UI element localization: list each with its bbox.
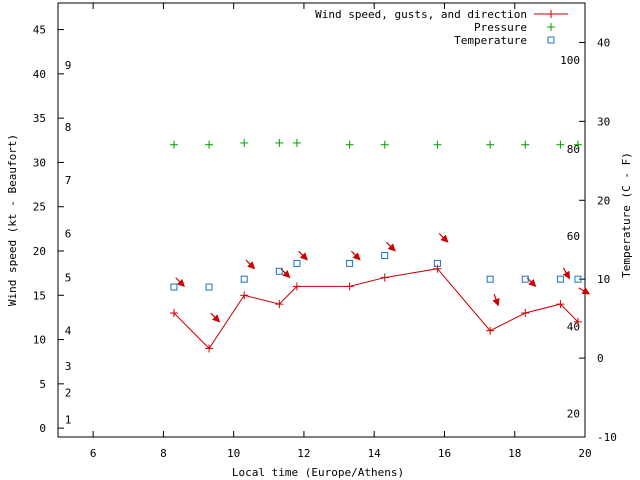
- beaufort-label: 2: [65, 387, 72, 400]
- temperature-point: [381, 252, 389, 260]
- x-tick-label: 12: [297, 447, 310, 460]
- wind-direction-arrowhead: [212, 314, 221, 323]
- beaufort-label: 8: [65, 121, 72, 134]
- y2-axis: -10 0 10 20 30 40: [579, 36, 617, 444]
- wind-direction-arrowhead: [387, 243, 396, 252]
- x-tick-label: 10: [227, 447, 240, 460]
- legend-sample-temperature: [547, 36, 555, 44]
- wind-direction-arrowhead: [247, 261, 256, 270]
- wind-direction-arrowhead: [581, 287, 591, 295]
- wind-direction-arrowhead: [492, 297, 500, 307]
- beaufort-label: 6: [65, 227, 72, 240]
- temperature-point: [556, 275, 564, 283]
- y-tick-label: 35: [33, 112, 46, 125]
- y-tick-label: 45: [33, 24, 46, 37]
- fahrenheit-label: 80: [567, 143, 580, 156]
- y2-tick-label: -10: [597, 431, 617, 444]
- x-axis-label: Local time (Europe/Athens): [232, 466, 404, 479]
- fahrenheit-label: 40: [567, 321, 580, 334]
- x-tick-label: 18: [508, 447, 521, 460]
- y-tick-label: 40: [33, 68, 46, 81]
- temperature-point: [521, 275, 529, 283]
- temperature-point: [170, 283, 178, 291]
- x-tick-label: 16: [438, 447, 451, 460]
- temperature-point: [240, 275, 248, 283]
- beaufort-label: 7: [65, 174, 72, 187]
- legend-label-pressure: Pressure: [474, 21, 527, 34]
- temperature-point: [486, 275, 494, 283]
- fahrenheit-scale: 20 40 60 80 100: [560, 54, 580, 421]
- wind-direction-arrowhead: [562, 270, 570, 280]
- wind-direction-arrowhead: [440, 234, 449, 243]
- temperature-point: [205, 283, 213, 291]
- fahrenheit-label: 60: [567, 230, 580, 243]
- y2-axis-label: Temperature (C - F): [620, 152, 633, 278]
- legend-label-wind: Wind speed, gusts, and direction: [315, 8, 527, 21]
- wind-direction-arrowhead: [528, 278, 537, 288]
- y-tick-label: 30: [33, 156, 46, 169]
- series-wind: [169, 233, 591, 353]
- temperature-point: [346, 259, 354, 267]
- legend: Wind speed, gusts, and direction Pressur…: [315, 8, 568, 47]
- y-tick-label: 0: [39, 422, 46, 435]
- x-tick-label: 14: [368, 447, 382, 460]
- y-axis: 0 5 10 15 20 25 30 35 40 45: [33, 24, 64, 435]
- temperature-point: [275, 267, 283, 275]
- series-temperature: [170, 252, 582, 291]
- temperature-point: [293, 259, 301, 267]
- wind-speed-line: [173, 268, 579, 350]
- y-tick-label: 20: [33, 245, 46, 258]
- fahrenheit-label: 20: [567, 407, 580, 420]
- temperature-point: [433, 259, 441, 267]
- y-axis-label: Wind speed (kt - Beaufort): [6, 134, 19, 306]
- y2-tick-label: 30: [597, 115, 610, 128]
- fahrenheit-label: 100: [560, 54, 580, 67]
- y-tick-label: 15: [33, 289, 46, 302]
- beaufort-label: 3: [65, 360, 72, 373]
- x-axis: 6 8 10 12 14 16 18 20: [90, 3, 592, 460]
- y2-tick-label: 20: [597, 194, 610, 207]
- wind-direction-arrowhead: [282, 270, 291, 279]
- x-tick-label: 8: [160, 447, 167, 460]
- x-tick-label: 20: [578, 447, 591, 460]
- beaufort-scale: 1 2 3 4 5 6 7 8 9: [65, 59, 72, 426]
- y-tick-label: 5: [39, 378, 46, 391]
- legend-label-temperature: Temperature: [454, 34, 527, 47]
- plot-frame: [57, 2, 586, 438]
- beaufort-label: 5: [65, 272, 72, 285]
- wind-direction-arrowhead: [299, 252, 308, 261]
- wind-direction-arrowhead: [176, 278, 185, 288]
- beaufort-label: 4: [65, 325, 72, 338]
- x-tick-label: 6: [90, 447, 97, 460]
- y2-tick-label: 40: [597, 36, 610, 49]
- y2-tick-label: 10: [597, 273, 610, 286]
- y-tick-label: 10: [33, 334, 46, 347]
- y-tick-label: 25: [33, 201, 46, 214]
- wind-direction-arrowhead: [352, 252, 361, 261]
- series-pressure: [169, 138, 582, 149]
- beaufort-label: 1: [65, 413, 72, 426]
- temperature-point: [574, 275, 582, 283]
- y2-tick-label: 0: [597, 352, 604, 365]
- beaufort-label: 9: [65, 59, 72, 72]
